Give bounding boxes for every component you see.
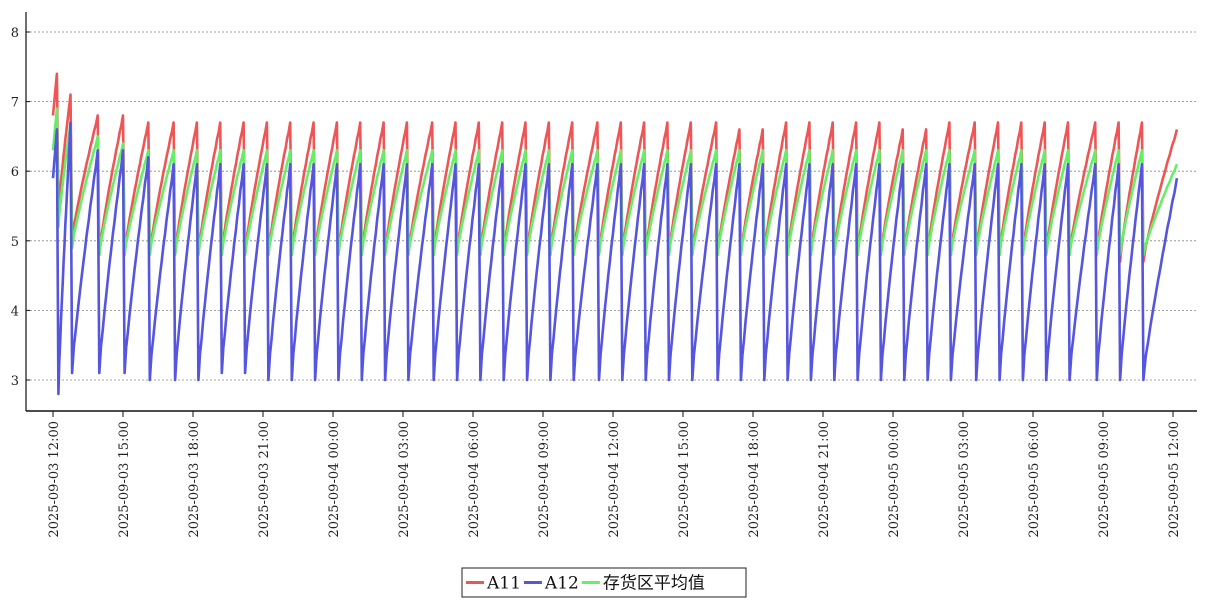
y-tick-label: 3 <box>11 374 19 389</box>
legend: A11 A12 存货区平均值 <box>461 567 747 598</box>
x-tick-label: 2025-09-04 15:00 <box>677 421 692 538</box>
x-tick-label: 2025-09-05 12:00 <box>1167 421 1182 538</box>
series-line-average <box>51 107 1179 256</box>
x-tick-label: 2025-09-04 21:00 <box>817 421 832 538</box>
y-tick-label: 8 <box>11 26 19 41</box>
x-tick-label: 2025-09-04 09:00 <box>537 421 552 538</box>
series-line-a12 <box>51 121 1179 396</box>
x-axis: 2025-09-03 12:00 2025-09-03 15:00 2025-09-… <box>26 410 1197 538</box>
x-tick-label: 2025-09-04 12:00 <box>607 421 622 538</box>
x-tick-label: 2025-09-05 00:00 <box>887 421 902 538</box>
series-layer <box>51 72 1179 396</box>
x-tick-label: 2025-09-05 03:00 <box>957 421 972 538</box>
y-axis: 3 4 5 6 7 8 <box>11 12 30 411</box>
legend-label-a12: A12 <box>544 574 579 594</box>
x-tick-label: 2025-09-03 12:00 <box>47 421 62 538</box>
x-tick-label: 2025-09-05 06:00 <box>1027 421 1042 538</box>
y-tick-label: 6 <box>11 165 19 180</box>
y-tick-label: 5 <box>11 235 19 250</box>
legend-label-average: 存货区平均值 <box>603 574 705 594</box>
legend-label-a11: A11 <box>486 574 521 594</box>
legend-box <box>461 567 747 598</box>
x-tick-label: 2025-09-03 18:00 <box>187 421 202 538</box>
x-tick-label: 2025-09-03 21:00 <box>257 421 272 538</box>
x-tick-label: 2025-09-04 18:00 <box>747 421 762 538</box>
x-tick-label: 2025-09-05 09:00 <box>1097 421 1112 538</box>
x-tick-label: 2025-09-04 06:00 <box>467 421 482 538</box>
x-tick-label: 2025-09-03 15:00 <box>117 421 132 538</box>
y-tick-label: 4 <box>11 304 19 319</box>
x-tick-label: 2025-09-04 00:00 <box>327 421 342 538</box>
x-tick-label: 2025-09-04 03:00 <box>397 421 412 538</box>
y-tick-label: 7 <box>11 96 19 111</box>
